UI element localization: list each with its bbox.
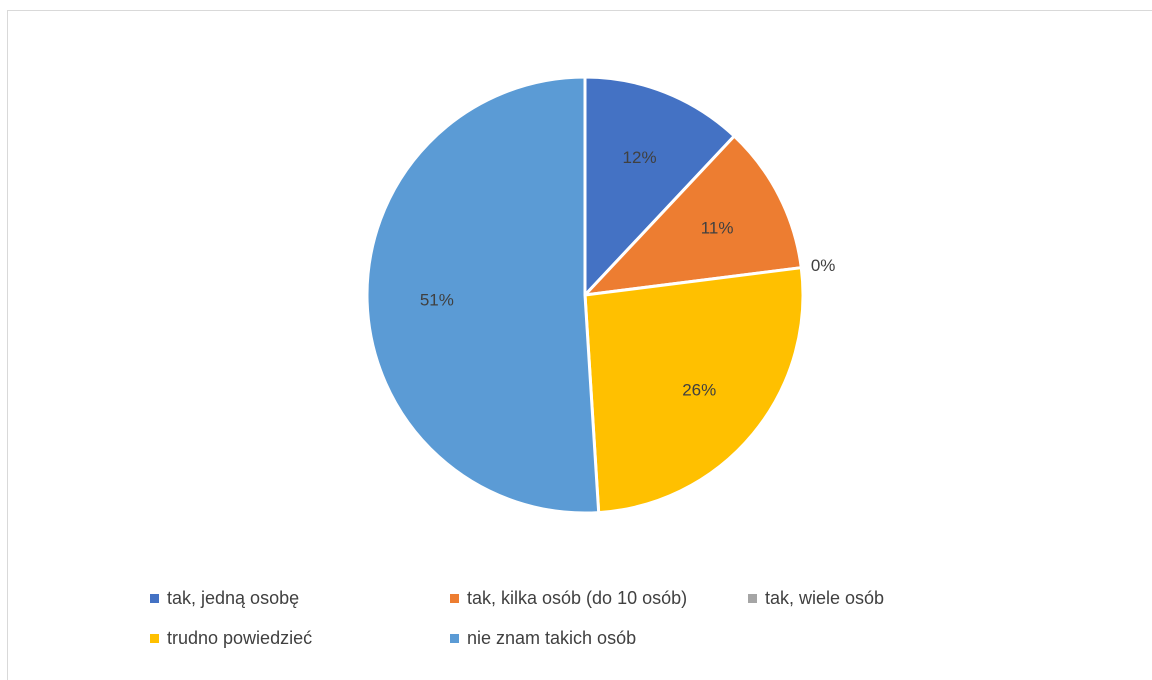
legend-item-tak-jedna-osobe: tak, jedną osobę — [150, 588, 299, 609]
pie-slice-3 — [583, 266, 805, 515]
data-label-0: 12% — [623, 148, 657, 167]
legend-label: tak, kilka osób (do 10 osób) — [467, 588, 688, 608]
legend-item-tak-wiele-osob: tak, wiele osób — [748, 588, 884, 609]
data-label-2: 0% — [811, 256, 836, 275]
data-label-1: 11% — [701, 219, 734, 238]
legend-label: nie znam takich osób — [467, 628, 637, 648]
legend-swatch — [150, 594, 159, 603]
pie-slice-1 — [581, 133, 803, 298]
legend-swatch — [450, 634, 459, 643]
pie-slice-0 — [583, 75, 737, 299]
legend-item-tak-kilka-osob: tak, kilka osób (do 10 osób) — [450, 588, 687, 609]
legend-item-nie-znam-takich-osob: nie znam takich osób — [450, 628, 636, 649]
legend-swatch — [150, 634, 159, 643]
legend-swatch — [748, 594, 757, 603]
pie-slice-4 — [365, 75, 601, 515]
legend-item-trudno-powiedziec: trudno powiedzieć — [150, 628, 312, 649]
legend-label: tak, wiele osób — [765, 588, 885, 608]
chart-area — [7, 10, 1152, 680]
legend-swatch — [450, 594, 459, 603]
legend: tak, jedną osobę tak, kilka osób (do 10 … — [150, 588, 950, 668]
legend-label: tak, jedną osobę — [167, 588, 300, 608]
data-label-3: 26% — [682, 380, 716, 399]
data-label-4: 51% — [420, 291, 454, 310]
legend-label: trudno powiedzieć — [167, 628, 313, 648]
